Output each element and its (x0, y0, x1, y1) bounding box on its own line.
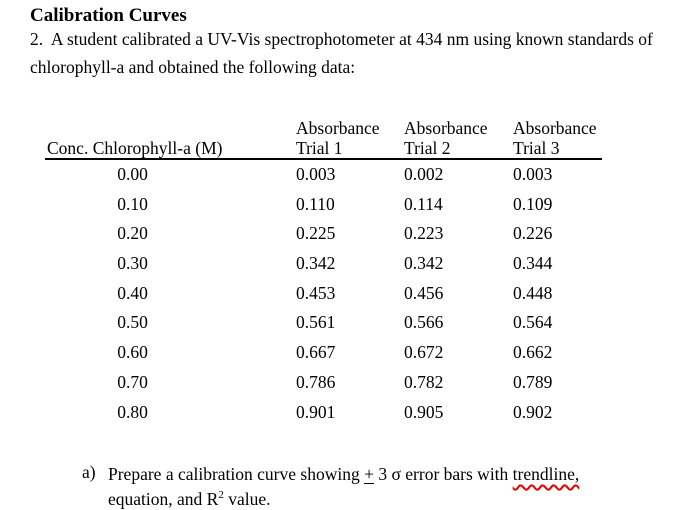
trial1-value: 0.786 (296, 371, 336, 392)
question-a-label: a) (82, 462, 96, 482)
trial2-value: 0.002 (404, 164, 444, 184)
conc-value: 0.10 (117, 193, 148, 214)
trial1-value: 0.225 (296, 223, 336, 244)
trial1-value: 0.110 (296, 193, 335, 214)
question-a-line2-segment: equation, and R (108, 488, 219, 509)
problem-statement-line2: chlorophyll-a and obtained the following… (30, 57, 356, 77)
table-header-row-trials: Conc. Chlorophyll-a (M) Trial 1 Trial 2 … (45, 139, 602, 158)
trial3-value: 0.564 (513, 312, 553, 333)
trial-3-header: Trial 3 (513, 138, 560, 158)
table-row: 0.20 0.225 0.223 0.226 (45, 219, 602, 249)
conc-value: 0.60 (117, 342, 148, 363)
table-header: Absorbance Absorbance Absorbance Conc. C… (45, 118, 602, 160)
question-a-segment: Prepare a calibration curve showing (108, 464, 365, 484)
table-row: 0.80 0.901 0.905 0.902 (45, 398, 602, 428)
trial2-value: 0.223 (404, 223, 444, 244)
trial3-value: 0.109 (513, 193, 553, 214)
trial3-value: 0.003 (513, 164, 553, 184)
absorbance-header-2: Absorbance (404, 118, 488, 138)
absorbance-header-3: Absorbance (513, 118, 597, 138)
table-row: 0.40 0.453 0.456 0.448 (45, 279, 602, 309)
trial3-value: 0.344 (513, 253, 553, 274)
trial2-value: 0.342 (404, 253, 444, 274)
r-squared-exponent: 2 (218, 488, 224, 501)
trial2-value: 0.456 (404, 282, 444, 303)
page-title: Calibration Curves (30, 5, 187, 26)
table-row: 0.10 0.110 0.114 0.109 (45, 190, 602, 220)
conc-column-header: Conc. Chlorophyll-a (M) (47, 138, 223, 158)
table-row: 0.30 0.342 0.342 0.344 (45, 249, 602, 279)
trial1-value: 0.453 (296, 282, 336, 303)
trial3-value: 0.902 (513, 401, 553, 422)
table-row: 0.00 0.003 0.002 0.003 (45, 160, 602, 190)
trial2-value: 0.782 (404, 371, 444, 392)
spellcheck-flagged-word: trendline, (512, 464, 580, 484)
calibration-data-table: Absorbance Absorbance Absorbance Conc. C… (45, 118, 602, 427)
table-header-row-absorbance: Absorbance Absorbance Absorbance (45, 118, 602, 139)
trial2-value: 0.566 (404, 312, 444, 333)
trial1-value: 0.342 (296, 253, 336, 274)
table-row: 0.50 0.561 0.566 0.564 (45, 308, 602, 338)
conc-value: 0.80 (117, 401, 148, 422)
trial1-value: 0.003 (296, 164, 336, 184)
trial3-value: 0.448 (513, 282, 553, 303)
trial2-value: 0.114 (404, 193, 443, 214)
conc-value: 0.00 (117, 164, 148, 184)
question-a-segment: 3 σ error bars with (373, 464, 513, 484)
trial3-value: 0.662 (513, 342, 553, 363)
conc-value: 0.40 (117, 282, 148, 303)
trial2-value: 0.672 (404, 342, 444, 363)
conc-value: 0.20 (117, 223, 148, 244)
trial2-value: 0.905 (404, 401, 444, 422)
trial3-value: 0.226 (513, 223, 553, 244)
trial1-value: 0.667 (296, 342, 336, 363)
conc-value: 0.30 (117, 253, 148, 274)
conc-value: 0.70 (117, 371, 148, 392)
trial3-value: 0.789 (513, 371, 553, 392)
plus-minus-symbol: + (364, 464, 374, 484)
problem-statement-line1: 2. A student calibrated a UV-Vis spectro… (30, 29, 653, 49)
table-row: 0.60 0.667 0.672 0.662 (45, 338, 602, 368)
question-a-line2-segment: value. (223, 488, 271, 509)
trial1-value: 0.561 (296, 312, 336, 333)
trial-1-header: Trial 1 (296, 138, 343, 158)
trial1-value: 0.901 (296, 401, 336, 422)
question-a-text: Prepare a calibration curve showing + 3 … (108, 462, 608, 510)
header-spacer-cell (45, 118, 260, 139)
absorbance-header-1: Absorbance (296, 118, 380, 138)
trial-2-header: Trial 2 (404, 138, 451, 158)
conc-value: 0.50 (117, 312, 148, 333)
table-row: 0.70 0.786 0.782 0.789 (45, 368, 602, 398)
